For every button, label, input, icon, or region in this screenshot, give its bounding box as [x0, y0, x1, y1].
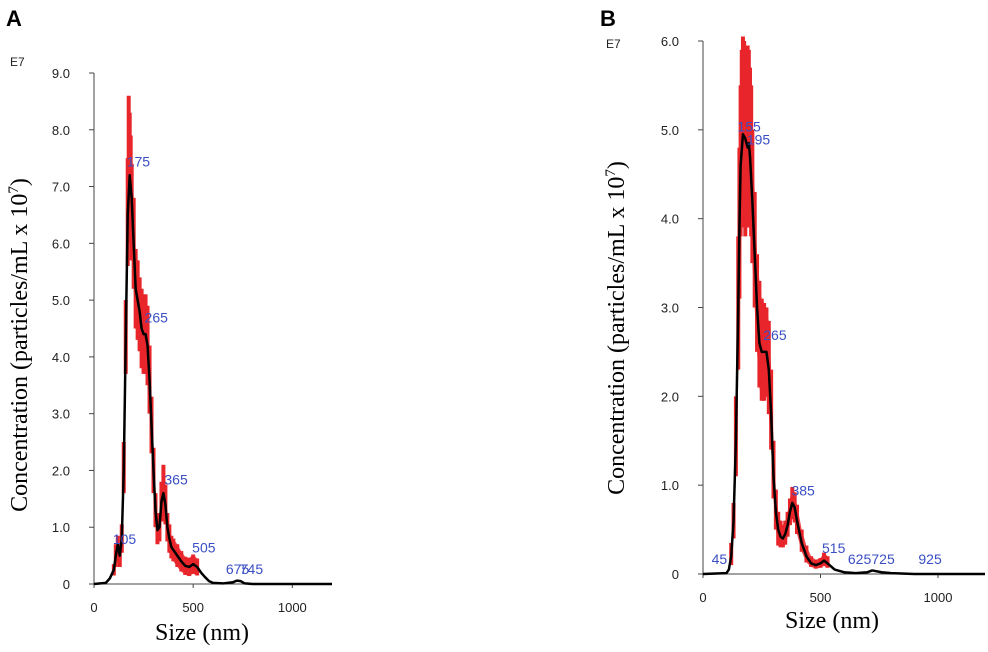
panel-b-ylabel-sup: 7	[603, 169, 619, 177]
panel-a: A E7 0 1.0 2.0 3.0 4.0 5.0 6.0 7.0 8.0 9.0 0 500 100…	[6, 6, 332, 646]
panel-a-ytick-label: 2.0	[52, 463, 70, 478]
panel-b-ytick-label: 0	[672, 567, 679, 582]
panel-b-peak-label: 725	[871, 551, 895, 567]
panel-b-peak-label: 265	[763, 327, 787, 343]
panel-b-peak-label: 625	[848, 551, 872, 567]
panel-a-ytick-label: 1.0	[52, 520, 70, 535]
panel-a-plot: 0 1.0 2.0 3.0 4.0 5.0 6.0 7.0 8.0 9.0 0 500 1000 105 1…	[52, 66, 332, 615]
panel-a-peak-label: 505	[192, 540, 216, 556]
panel-b-peak-label: 195	[747, 132, 771, 148]
panel-b-mean-line	[702, 133, 985, 576]
panel-a-ytick-label: 8.0	[52, 123, 70, 138]
panel-b-peak-label: 925	[918, 551, 942, 567]
panel-a-peak-label: 105	[113, 531, 137, 547]
panel-a-xtick-label: 1000	[278, 600, 307, 615]
panel-a-peak-label: 675	[226, 561, 250, 577]
panel-a-ytick-label: 3.0	[52, 407, 70, 422]
panel-a-ytick-label: 0	[63, 577, 70, 592]
panel-a-xtick-label: 0	[90, 600, 97, 615]
panel-b-ytick-label: 2.0	[661, 389, 679, 404]
panel-a-ytick-label: 7.0	[52, 180, 70, 195]
panel-a-ylabel-main: Concentration (particles/mL x 10	[7, 194, 33, 512]
panel-b-exponent: E7	[606, 37, 621, 51]
panel-a-xlabel: Size (nm)	[155, 620, 249, 646]
panel-a-peak-label: 265	[145, 310, 169, 326]
panel-b-ytick-label: 6.0	[661, 34, 679, 49]
panel-b-ytick-label: 1.0	[661, 478, 679, 493]
panel-b-error-band	[731, 36, 828, 569]
panel-a-ytick-label: 4.0	[52, 350, 70, 365]
panel-b-ytick-label: 4.0	[661, 212, 679, 227]
panel-a-ytick-label: 9.0	[52, 66, 70, 81]
panel-b-xtick-label: 1000	[924, 590, 953, 605]
panel-a-exponent: E7	[10, 55, 25, 69]
panel-a-peak-label: 745	[240, 561, 264, 577]
panel-a-peak-label: 365	[164, 471, 188, 487]
panel-a-peak-label: 175	[127, 154, 151, 170]
panel-a-ylabel-close: )	[7, 178, 33, 186]
panel-b-xlabel: Size (nm)	[785, 608, 879, 634]
panel-b-peak-label: 155	[737, 118, 761, 134]
panel-b-xtick-label: 0	[699, 590, 706, 605]
panel-a-letter: A	[6, 6, 22, 31]
panel-b-letter: B	[600, 6, 616, 31]
panel-b-ylabel-close: )	[604, 161, 630, 169]
panel-a-mean-line	[93, 173, 332, 586]
panel-a-ytick-label: 5.0	[52, 293, 70, 308]
panel-b-peak-label: 385	[791, 482, 815, 498]
panel-b-peak-label: 45	[712, 551, 728, 567]
panel-a-xtick-label: 500	[182, 600, 204, 615]
panel-a-ylabel-sup: 7	[6, 186, 22, 194]
panel-a-ylabel: Concentration (particles/mL x 107)	[6, 178, 33, 512]
panel-b-xtick-label: 500	[810, 590, 832, 605]
panel-b-ylabel-main: Concentration (particles/mL x 10	[604, 177, 630, 495]
panel-b: B E7 0 1.0 2.0 3.0 4.0 5.0 6.0 0 500 1000 45 155195…	[600, 6, 985, 634]
panel-b-peak-label: 515	[822, 540, 846, 556]
panel-b-ylabel: Concentration (particles/mL x 107)	[603, 161, 630, 495]
panel-b-ytick-label: 5.0	[661, 123, 679, 138]
panel-b-ytick-label: 3.0	[661, 301, 679, 316]
panel-a-ytick-label: 6.0	[52, 236, 70, 251]
